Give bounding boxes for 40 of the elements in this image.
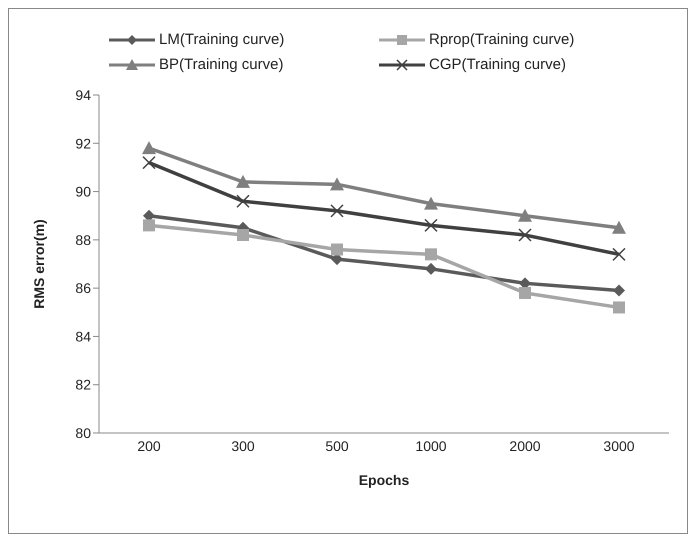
x-tick-label: 2000 [509, 438, 541, 454]
point [142, 141, 156, 154]
point [237, 229, 249, 242]
point [330, 204, 344, 218]
legend-label: LM(Training curve) [159, 31, 284, 48]
point [236, 174, 250, 188]
y-tick-label: 84 [75, 328, 92, 344]
x-tick-label: 300 [231, 438, 255, 454]
y-tick-label: 90 [75, 184, 92, 200]
point [519, 286, 531, 299]
x-tick-label: 3000 [603, 438, 635, 454]
y-axis-title: RMS error(m) [30, 219, 47, 309]
legend-label: Rprop(Training curve) [429, 31, 574, 48]
point [143, 219, 155, 232]
point [331, 244, 343, 256]
point [612, 248, 626, 262]
x-tick-label: 200 [137, 438, 161, 454]
point [330, 177, 344, 190]
y-tick-label: 80 [75, 424, 92, 441]
point [425, 248, 437, 260]
y-tick-label: 86 [75, 280, 92, 296]
point [518, 208, 532, 222]
x-tick-label: 500 [325, 438, 349, 454]
y-tick-label: 92 [75, 135, 92, 152]
point [518, 228, 532, 242]
point [613, 284, 625, 297]
point [236, 194, 250, 208]
point [612, 220, 626, 234]
point [142, 156, 156, 170]
point [424, 218, 438, 232]
y-tick-label: 88 [75, 232, 92, 248]
point [424, 196, 438, 210]
y-tick-label: 94 [75, 86, 92, 103]
point [613, 301, 625, 314]
legend-label: BP(Training curve) [159, 56, 284, 73]
x-tick-label: 1000 [415, 438, 447, 454]
legend-label: CGP(Training curve) [429, 56, 566, 73]
x-axis-title: Epochs [358, 472, 410, 488]
point [425, 262, 437, 275]
y-tick-label: 82 [75, 376, 92, 393]
